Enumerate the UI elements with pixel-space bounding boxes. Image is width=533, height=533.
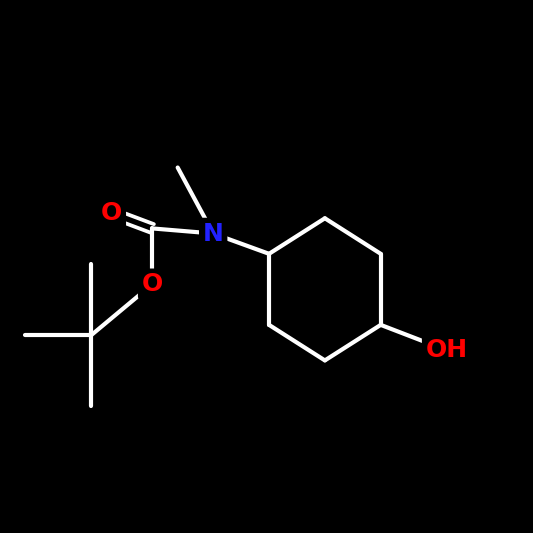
Text: N: N <box>203 222 224 246</box>
Text: O: O <box>101 201 122 225</box>
Text: O: O <box>142 272 163 296</box>
Text: OH: OH <box>426 338 468 362</box>
